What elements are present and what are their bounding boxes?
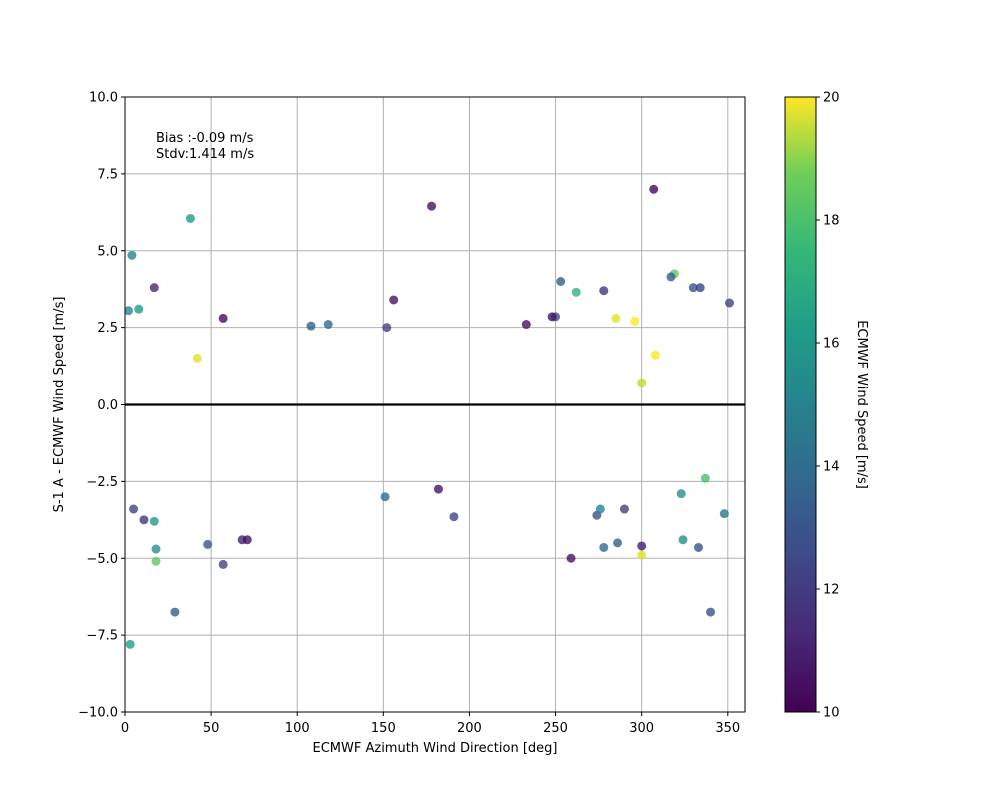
scatter-point: [676, 489, 686, 499]
y-tick-label: −5.0: [86, 552, 118, 567]
scatter-point: [611, 313, 621, 323]
scatter-point: [242, 535, 252, 545]
scatter-point: [719, 509, 729, 519]
scatter-point: [700, 473, 710, 483]
scatter-point: [556, 277, 566, 286]
scatter-point: [521, 320, 531, 330]
scatter-point: [380, 492, 390, 502]
scatter-point: [650, 350, 660, 360]
scatter-point: [433, 484, 443, 494]
scatter-point: [678, 535, 688, 545]
bias-annotation: Bias :-0.09 m/s: [156, 131, 254, 146]
scatter-point: [323, 320, 333, 330]
scatter-point: [619, 504, 629, 514]
scatter-point: [571, 287, 581, 297]
scatter-point: [599, 542, 609, 552]
x-tick-label: 250: [543, 721, 568, 736]
colorbar-tick-label: 18: [823, 214, 840, 229]
scatter-point: [149, 516, 159, 526]
scatter-point: [127, 250, 137, 260]
y-tick-label: 2.5: [97, 321, 118, 336]
y-tick-label: 0.0: [97, 398, 118, 413]
scatter-point: [613, 538, 623, 548]
scatter-point: [125, 639, 135, 649]
scatter-point: [134, 304, 144, 314]
scatter-point: [725, 298, 734, 308]
x-tick-label: 200: [457, 721, 482, 736]
scatter-point: [151, 544, 161, 554]
scatter-point: [666, 272, 676, 282]
colorbar-tick-label: 14: [823, 460, 840, 475]
y-tick-label: 7.5: [97, 167, 118, 182]
y-tick-label: −2.5: [86, 475, 118, 490]
colorbar-tick-label: 10: [823, 706, 840, 721]
scatter-point: [389, 295, 399, 305]
scatter-point: [306, 321, 316, 331]
scatter-point: [151, 556, 161, 566]
scatter-point: [706, 607, 716, 617]
colorbar-tick-label: 20: [823, 91, 840, 106]
y-tick-label: 10.0: [89, 91, 118, 106]
scatter-point: [695, 283, 705, 293]
y-tick-label: −7.5: [86, 629, 118, 644]
x-tick-label: 300: [629, 721, 654, 736]
scatter-point: [218, 313, 228, 323]
scatter-point: [129, 504, 139, 514]
y-axis-label: S-1 A - ECMWF Wind Speed [m/s]: [52, 297, 67, 513]
y-tick-label: −10.0: [78, 706, 118, 721]
colorbar-tick-label: 16: [823, 337, 840, 352]
scatter-point: [694, 542, 703, 552]
scatter-point: [630, 316, 640, 326]
scatter-point: [139, 515, 149, 525]
colorbar-tick-label: 12: [823, 583, 840, 598]
scatter-point: [637, 378, 647, 388]
x-tick-label: 150: [371, 721, 396, 736]
colorbar-frame: [784, 96, 817, 713]
scatter-point: [566, 553, 576, 563]
x-tick-label: 350: [715, 721, 740, 736]
scatter-point: [192, 353, 202, 363]
scatter-point: [382, 323, 392, 333]
x-axis-label: ECMWF Azimuth Wind Direction [deg]: [313, 741, 558, 756]
scatter-point: [149, 283, 159, 293]
scatter-point: [649, 184, 659, 194]
scatter-point: [595, 504, 605, 514]
data-points: [125, 184, 734, 649]
scatter-point: [218, 559, 228, 569]
x-tick-label: 100: [285, 721, 310, 736]
scatter-point: [125, 306, 133, 316]
colorbar-ticks: 10 12 14 16 18 20: [816, 91, 840, 721]
scatter-point: [449, 512, 459, 522]
scatter-point: [599, 286, 609, 296]
scatter-point: [185, 213, 195, 223]
x-tick-label: 50: [203, 721, 220, 736]
scatter-point: [688, 283, 698, 293]
colorbar: [785, 97, 816, 712]
colorbar-label: ECMWF Wind Speed [m/s]: [854, 320, 869, 489]
y-tick-label: 5.0: [97, 244, 118, 259]
scatter-point: [637, 541, 647, 551]
stdv-annotation: Stdv:1.414 m/s: [156, 147, 254, 162]
scatter-point: [203, 539, 213, 549]
scatter-point: [427, 201, 437, 211]
scatter-point: [637, 550, 647, 560]
y-axis: −10.0 −7.5 −5.0 −2.5 0.0 2.5 5.0 7.5 10.0: [78, 91, 125, 721]
x-tick-label: 0: [121, 721, 129, 736]
scatter-point: [170, 607, 180, 617]
scatter-point: [547, 312, 557, 322]
x-axis: 0 50 100 150 200 250 300 350: [121, 712, 740, 736]
